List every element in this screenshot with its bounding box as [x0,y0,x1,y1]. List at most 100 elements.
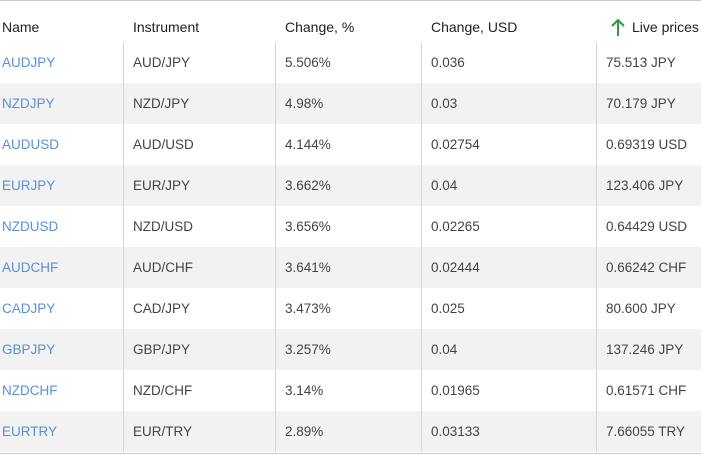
table-cell: 4.144% [285,137,331,152]
table-cell: GBP/JPY [133,342,191,357]
column-divider [123,329,124,370]
table-cell: EUR/TRY [133,424,193,439]
table-row: NZDJPY NZD/JPY 4.98% 0.03 70.179 JPY [0,83,701,124]
table-cell: 0.01965 [431,383,480,398]
table-row: EURJPY EUR/JPY 3.662% 0.04 123.406 JPY [0,165,701,206]
symbol-link[interactable]: NZDUSD [2,219,59,234]
symbol-link[interactable]: NZDJPY [2,96,55,111]
column-divider [596,124,597,165]
column-divider [123,288,124,329]
table-cell: 137.246 JPY [606,342,684,357]
column-divider [123,83,124,124]
symbol-link[interactable]: GBPJPY [2,342,56,357]
table-cell: 3.257% [285,342,331,357]
table-cell: 0.02444 [431,260,480,275]
column-divider [421,83,422,124]
column-divider [123,124,124,165]
column-divider [275,288,276,329]
table-cell: 3.473% [285,301,331,316]
column-divider [275,247,276,288]
table-cell: 0.04 [431,178,458,193]
table-cell: AUD/USD [133,137,194,152]
symbol-link[interactable]: AUDUSD [2,137,60,152]
column-divider [123,370,124,411]
sort-arrow[interactable] [610,19,626,37]
column-divider [596,329,597,370]
table-row: NZDCHF NZD/CHF 3.14% 0.01965 0.61571 CHF [0,370,701,411]
symbol-link[interactable]: NZDCHF [2,383,58,398]
table-cell: 3.641% [285,260,331,275]
column-divider [421,247,422,288]
table-cell: 0.66242 CHF [606,260,687,275]
column-divider [421,288,422,329]
table-cell: 0.69319 USD [606,137,688,152]
column-header: Name [2,19,40,35]
column-header[interactable]: Live prices [632,19,699,35]
table-row: NZDUSD NZD/USD 3.656% 0.02265 0.64429 USD [0,206,701,247]
column-divider [421,411,422,452]
column-header: Change, USD [431,19,518,35]
table-row: AUDJPY AUD/JPY 5.506% 0.036 75.513 JPY [0,42,701,83]
column-divider [596,247,597,288]
column-divider [421,42,422,83]
table-cell: 4.98% [285,96,324,111]
table-row: AUDCHF AUD/CHF 3.641% 0.02444 0.66242 CHF [0,247,701,288]
column-divider [596,206,597,247]
symbol-link[interactable]: AUDJPY [2,55,56,70]
table-cell: CAD/JPY [133,301,191,316]
table-row: AUDUSD AUD/USD 4.144% 0.02754 0.69319 USD [0,124,701,165]
column-divider [421,165,422,206]
symbol-link[interactable]: AUDCHF [2,260,59,275]
column-divider [596,411,597,452]
column-divider [421,124,422,165]
column-divider [421,206,422,247]
column-divider [596,370,597,411]
table-cell: 3.14% [285,383,324,398]
table-cell: 0.025 [431,301,465,316]
table-cell: 0.036 [431,55,465,70]
table-cell: NZD/CHF [133,383,193,398]
column-divider [275,329,276,370]
table-cell: NZD/USD [133,219,193,234]
table-cell: 7.66055 TRY [606,424,686,439]
table-cell: EUR/JPY [133,178,191,193]
table-cell: 70.179 JPY [606,96,676,111]
column-divider [275,206,276,247]
table-cell: 0.03133 [431,424,480,439]
table-row: CADJPY CAD/JPY 3.473% 0.025 80.600 JPY [0,288,701,329]
symbol-link[interactable]: CADJPY [2,301,56,316]
column-divider [275,165,276,206]
table-cell: 5.506% [285,55,331,70]
column-divider [596,83,597,124]
table-cell: 3.662% [285,178,331,193]
column-divider [123,247,124,288]
column-divider [275,83,276,124]
column-divider [123,165,124,206]
column-divider [123,411,124,452]
table-cell: 0.02754 [431,137,480,152]
table-cell: 0.03 [431,96,458,111]
table-cell: 123.406 JPY [606,178,684,193]
column-divider [421,370,422,411]
column-divider [275,124,276,165]
table-cell: 75.513 JPY [606,55,676,70]
symbol-link[interactable]: EURTRY [2,424,58,439]
symbol-link[interactable]: EURJPY [2,178,56,193]
table-row: EURTRY EUR/TRY 2.89% 0.03133 7.66055 TRY [0,411,701,452]
table-cell: 0.61571 CHF [606,383,687,398]
table-cell: AUD/CHF [133,260,193,275]
table-cell: NZD/JPY [133,96,190,111]
table-cell: 0.64429 USD [606,219,688,234]
table-cell: 3.656% [285,219,331,234]
table-cell: 0.04 [431,342,458,357]
column-divider [123,206,124,247]
table-cell: 2.89% [285,424,324,439]
column-divider [596,288,597,329]
column-divider [421,329,422,370]
table-cell: 0.02265 [431,219,480,234]
column-divider [596,42,597,83]
column-divider [275,411,276,452]
column-divider [275,42,276,83]
table-cell: 80.600 JPY [606,301,676,316]
